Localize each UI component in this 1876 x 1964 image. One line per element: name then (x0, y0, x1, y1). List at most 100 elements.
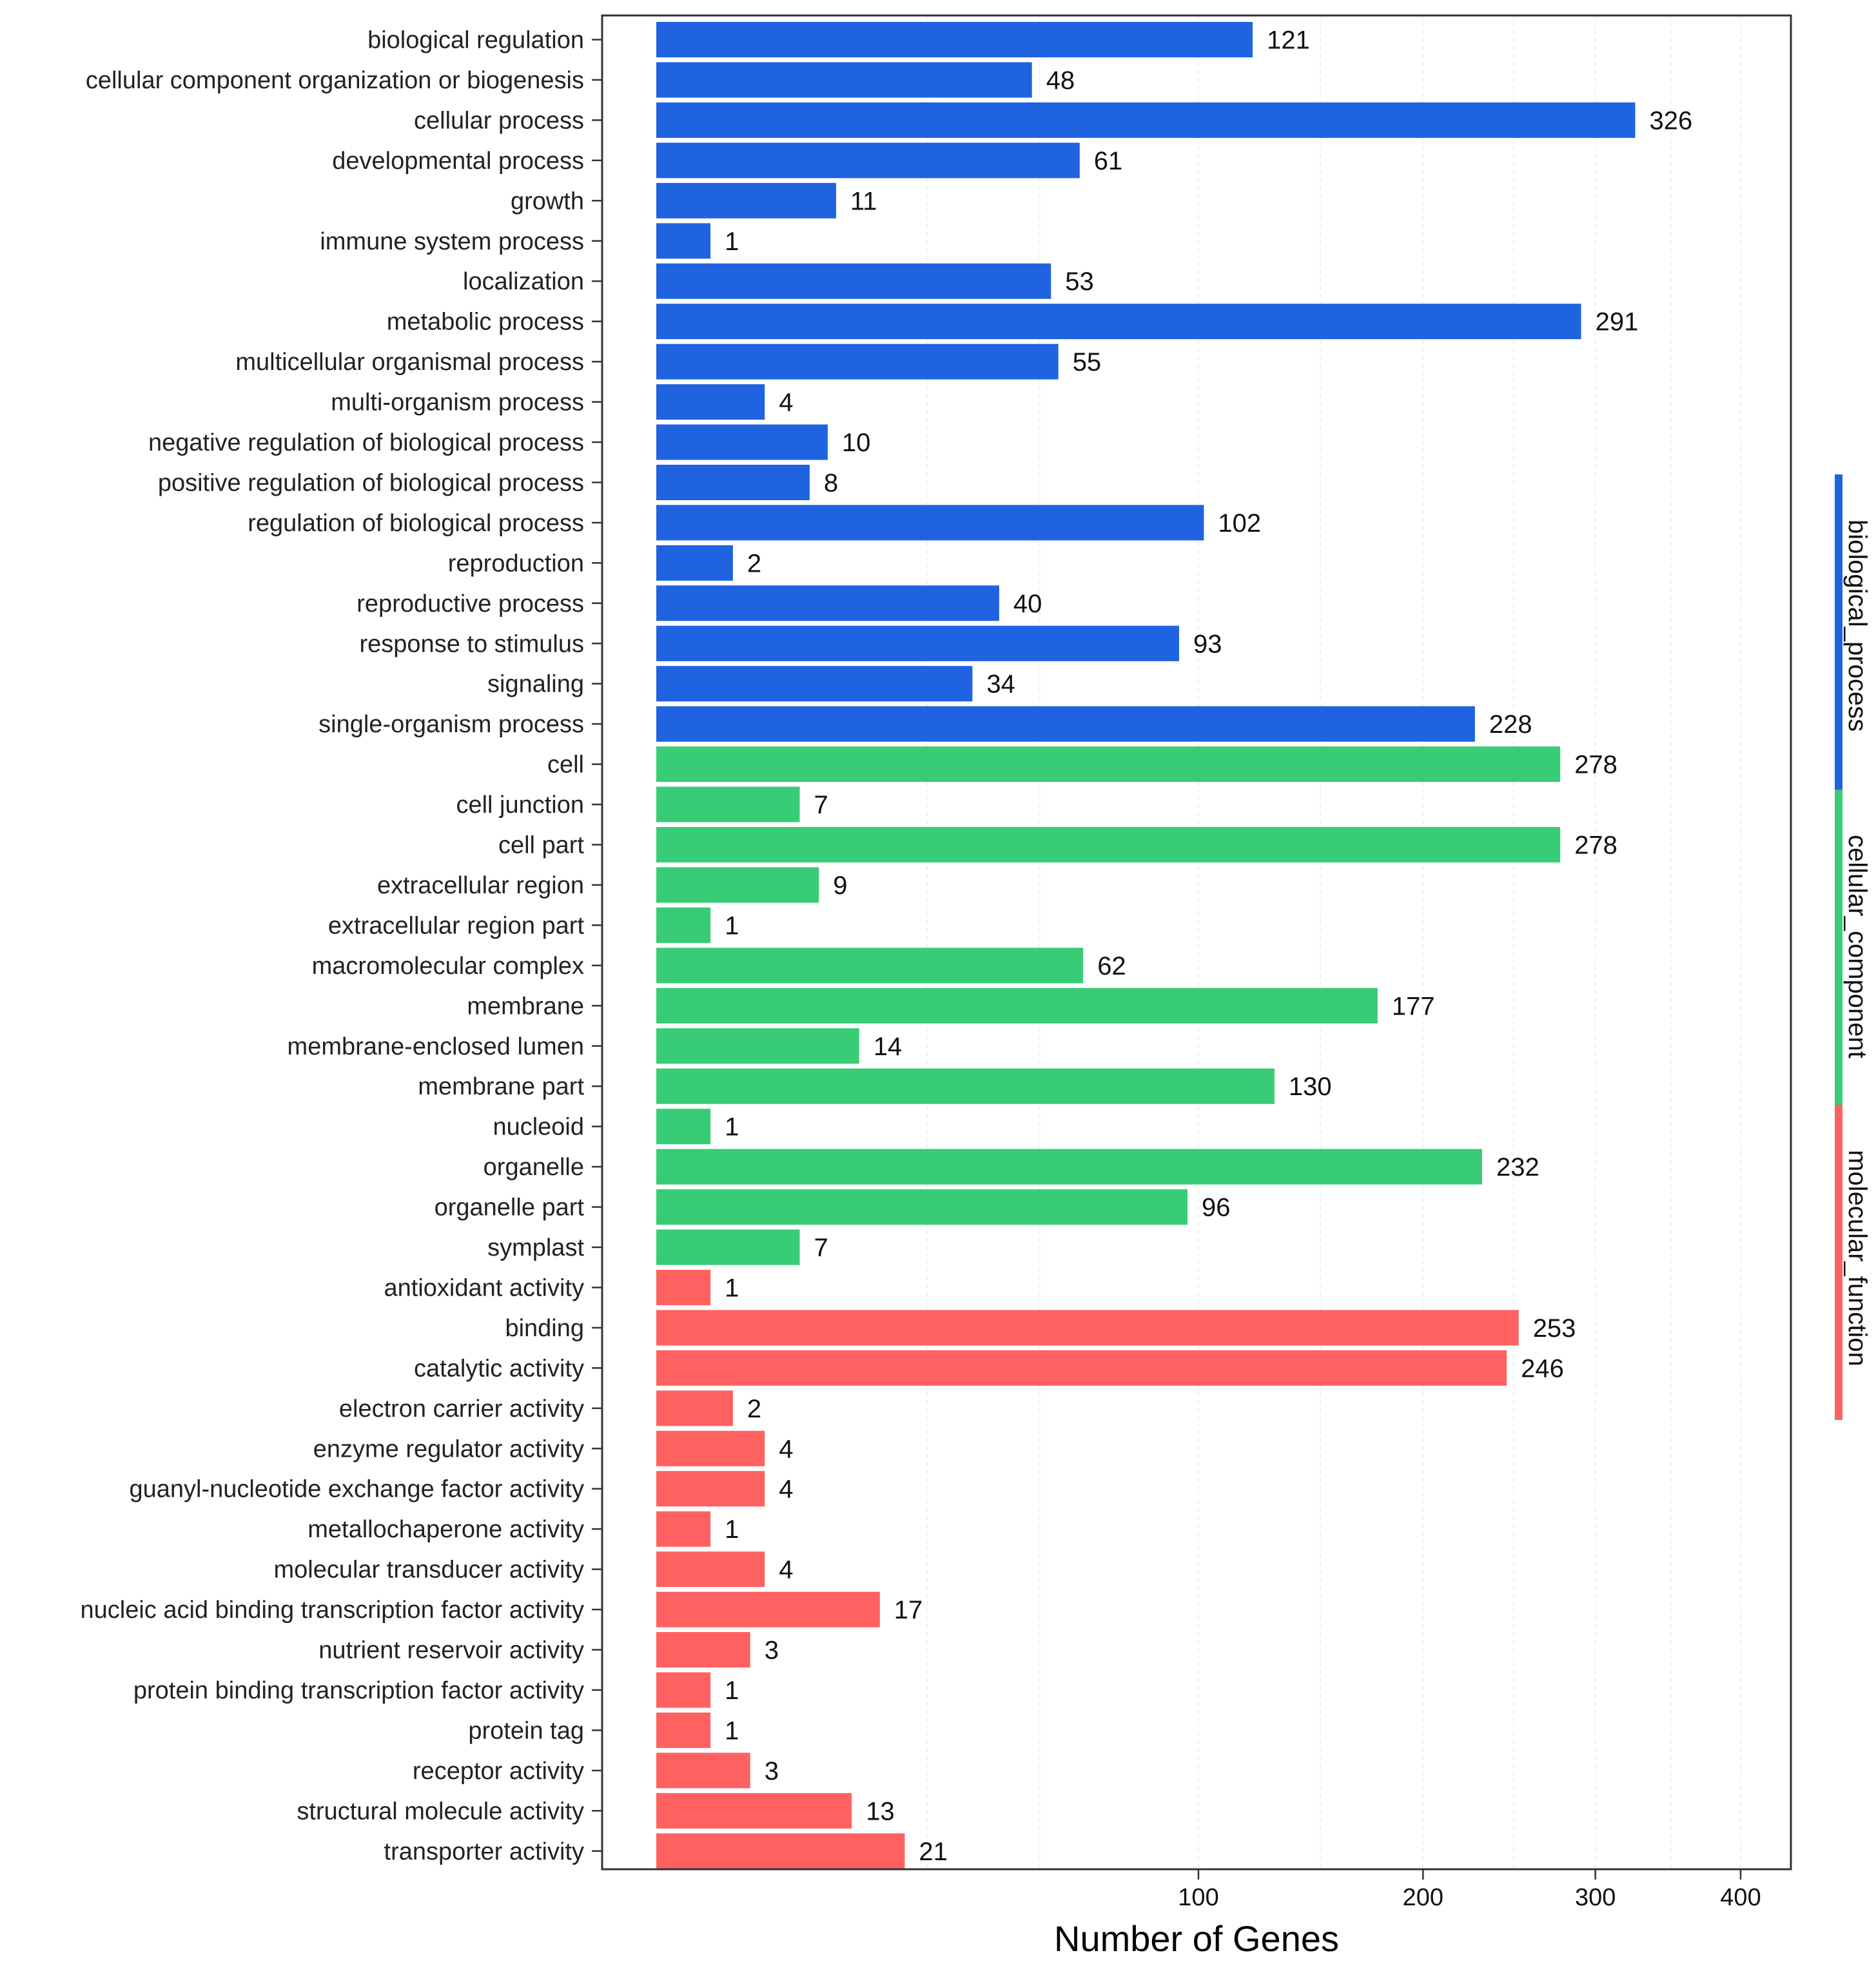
bar (656, 1068, 1275, 1104)
bar-value-label: 9 (833, 871, 847, 900)
category-label: cell junction (456, 792, 584, 819)
bar (656, 625, 1179, 661)
category-label: receptor activity (413, 1758, 584, 1785)
category-label: biological regulation (367, 27, 584, 54)
bar-value-label: 1 (725, 1274, 739, 1303)
bar-value-label: 17 (894, 1596, 923, 1624)
bar-value-label: 4 (779, 1556, 793, 1584)
category-label: multi-organism process (331, 389, 584, 416)
bar-value-label: 7 (814, 791, 828, 819)
bar (656, 1028, 859, 1064)
bar-value-label: 102 (1218, 509, 1261, 538)
bar (656, 505, 1204, 541)
bar-value-label: 21 (919, 1838, 948, 1866)
category-label: enzyme regulator activity (313, 1435, 584, 1463)
x-tick-label: 100 (1178, 1884, 1218, 1911)
x-tick-label: 300 (1575, 1884, 1616, 1911)
bar (656, 1551, 765, 1588)
bar-value-label: 11 (850, 187, 877, 215)
bar-value-label: 40 (1013, 590, 1042, 618)
bar (656, 142, 1080, 179)
bar (656, 1310, 1519, 1346)
category-label: metallochaperone activity (308, 1516, 584, 1543)
bar (656, 1591, 880, 1628)
category-label: organelle (484, 1154, 584, 1181)
bar (656, 1390, 733, 1426)
x-axis-ticks: 100 200 300 400 (592, 39, 1761, 1911)
bar-value-label: 228 (1489, 710, 1532, 739)
bar (656, 344, 1059, 380)
category-labels: biological regulation cellular component … (81, 27, 585, 1865)
category-label: organelle part (435, 1194, 585, 1221)
category-label: localization (463, 268, 584, 295)
legend-swatch (1835, 474, 1842, 790)
bar-value-label: 48 (1046, 66, 1075, 95)
category-label: regulation of biological process (248, 510, 584, 537)
bar (656, 1270, 711, 1305)
category-label: metabolic process (387, 309, 584, 336)
bar-value-label: 55 (1073, 348, 1102, 376)
bar (656, 706, 1475, 742)
bar (656, 384, 765, 420)
bar-value-label: 1 (725, 1677, 739, 1705)
bar-value-label: 130 (1289, 1073, 1332, 1101)
category-label: nucleic acid binding transcription facto… (81, 1597, 585, 1624)
category-label: membrane part (418, 1073, 584, 1100)
bar-value-label: 14 (874, 1033, 903, 1061)
category-label: antioxidant activity (384, 1275, 585, 1302)
bar (656, 1712, 711, 1748)
bar (656, 746, 1561, 783)
bar (656, 1511, 711, 1547)
x-tick-label: 200 (1403, 1884, 1443, 1911)
category-label: single-organism process (318, 711, 584, 738)
bar (656, 1471, 765, 1507)
bar (656, 304, 1581, 340)
legend-label: biological_process (1843, 520, 1871, 732)
category-label: binding (505, 1315, 584, 1342)
value-labels: 1214832661111532915541081022409334228278… (725, 26, 1692, 1866)
bar (656, 1632, 750, 1667)
bar-value-label: 291 (1596, 308, 1639, 336)
bar-value-label: 278 (1574, 751, 1617, 779)
category-label: electron carrier activity (339, 1395, 584, 1423)
category-label: nutrient reservoir activity (318, 1637, 584, 1664)
bar (656, 1189, 1187, 1225)
category-label: developmental process (332, 148, 584, 175)
category-label: catalytic activity (414, 1355, 584, 1382)
bar (656, 22, 1253, 57)
category-label: transporter activity (384, 1838, 584, 1865)
bar (656, 987, 1378, 1024)
bar (656, 1793, 852, 1829)
bar-value-label: 61 (1094, 147, 1123, 175)
category-label: reproduction (448, 550, 584, 577)
bar (656, 1109, 711, 1145)
bar-value-label: 1 (725, 1515, 739, 1544)
bar (656, 1350, 1507, 1386)
category-label: structural molecule activity (297, 1798, 584, 1825)
category-label: molecular transducer activity (273, 1557, 584, 1584)
bar (656, 465, 810, 500)
bar-value-label: 3 (765, 1757, 779, 1785)
category-label: extracellular region (377, 872, 584, 899)
bar-value-label: 1 (725, 1716, 739, 1745)
category-label: growth (511, 188, 584, 215)
bar-value-label: 1 (725, 1113, 739, 1142)
bar (656, 263, 1051, 299)
bar-value-label: 4 (779, 1435, 793, 1463)
bar-value-label: 4 (779, 389, 793, 417)
bar (656, 102, 1636, 138)
legend-label: cellular_component (1843, 835, 1871, 1058)
bar (656, 1672, 711, 1708)
category-label: signaling (487, 671, 584, 698)
category-label: reproductive process (357, 590, 584, 617)
bar-value-label: 1 (725, 911, 739, 940)
category-label: multicellular organismal process (235, 349, 584, 376)
bar (656, 545, 733, 581)
bar-value-label: 62 (1097, 952, 1126, 980)
bar-value-label: 278 (1574, 831, 1617, 860)
category-label: guanyl-nucleotide exchange factor activi… (129, 1476, 584, 1503)
legend-label: molecular_function (1843, 1150, 1871, 1366)
category-label: membrane-enclosed lumen (288, 1033, 584, 1060)
bar-value-label: 232 (1496, 1153, 1539, 1181)
